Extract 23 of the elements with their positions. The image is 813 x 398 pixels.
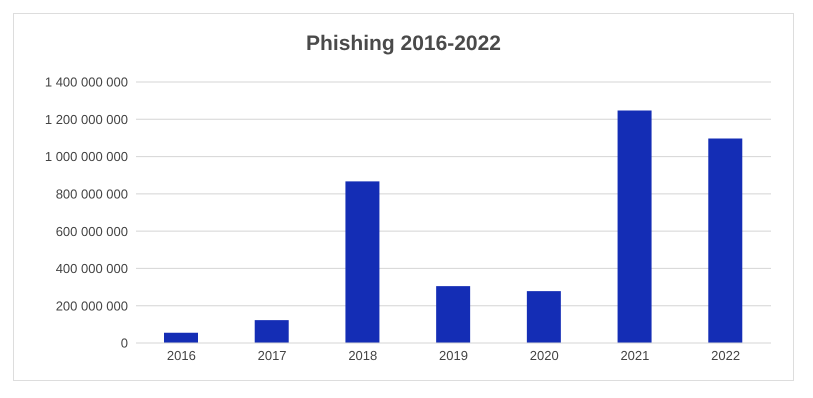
x-tick-label: 2020 bbox=[530, 348, 559, 364]
bar bbox=[708, 138, 742, 343]
y-tick-label: 400 000 000 bbox=[56, 261, 128, 276]
bar bbox=[254, 320, 289, 343]
y-tick-label: 800 000 000 bbox=[56, 186, 128, 202]
y-tick-label: 1 400 000 000 bbox=[44, 74, 128, 90]
y-tick-label: 0 bbox=[120, 336, 128, 351]
x-tick-label: 2016 bbox=[166, 348, 196, 364]
x-tick-label: 2017 bbox=[258, 348, 287, 364]
x-tick-label: 2022 bbox=[711, 348, 740, 364]
x-tick-label: 2021 bbox=[620, 348, 650, 364]
bar bbox=[164, 332, 198, 343]
bar bbox=[436, 286, 470, 343]
y-tick-label: 1 000 000 000 bbox=[44, 149, 128, 164]
chart-title: Phishing 2016-2022 bbox=[305, 32, 502, 57]
bar bbox=[526, 291, 561, 343]
y-tick-label: 1 200 000 000 bbox=[44, 112, 128, 127]
y-tick-label: 200 000 000 bbox=[56, 298, 128, 314]
bar bbox=[618, 110, 652, 343]
y-tick-label: 600 000 000 bbox=[56, 224, 128, 239]
bar bbox=[345, 181, 380, 343]
x-tick-label: 2019 bbox=[439, 348, 468, 364]
x-tick-label: 2018 bbox=[348, 348, 378, 364]
